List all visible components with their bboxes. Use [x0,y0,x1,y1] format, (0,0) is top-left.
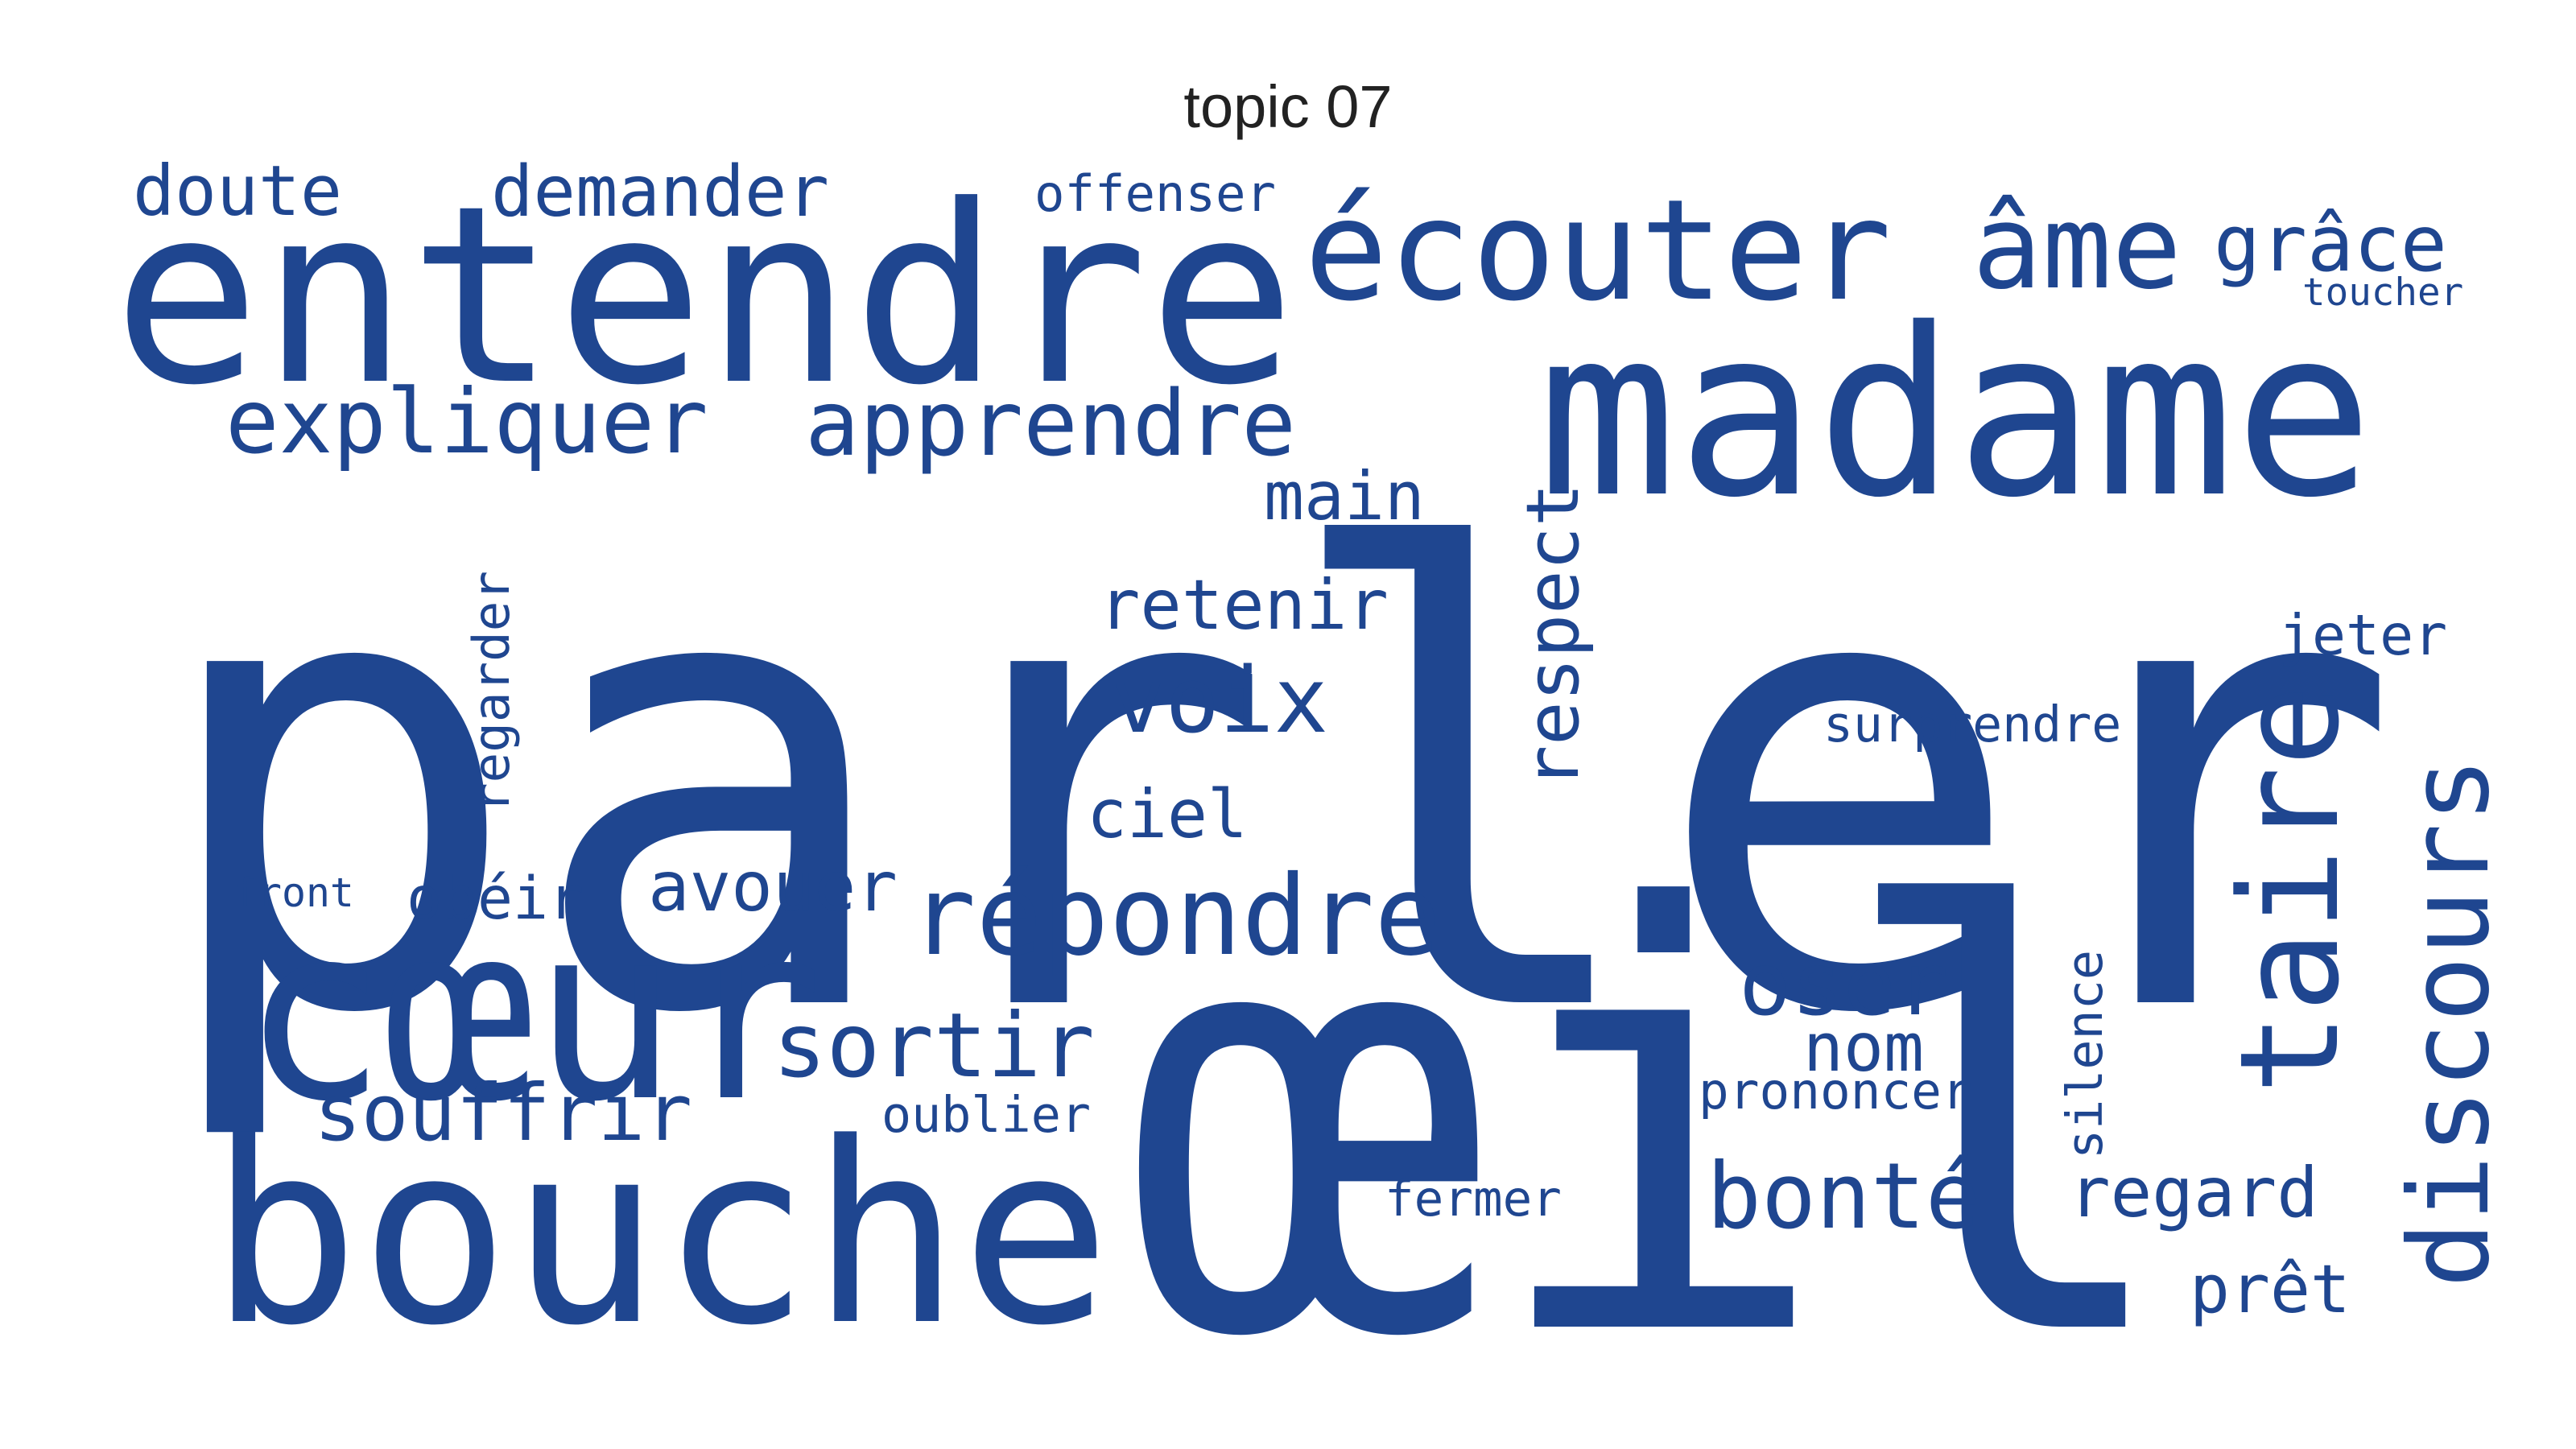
word-39: front [233,869,354,916]
word-0: parler [149,423,2403,1150]
word-30: surprendre [1823,696,2122,753]
word-26: avouer [648,847,898,927]
word-23: retenir [1099,566,1389,646]
word-21: souffrir [314,1067,693,1159]
word-11: âme [1972,180,2182,315]
chart-title: topic 07 [1183,73,1393,140]
word-29: regarder [462,570,521,813]
word-4: bouche [209,1090,1112,1381]
word-38: toucher [2302,270,2464,315]
word-10: apprendre [805,370,1297,477]
word-6: écouter [1304,169,1892,332]
word-2: madame [1538,279,2374,548]
word-20: doute [133,151,343,232]
word-37: silence [2056,950,2114,1159]
word-15: sortir [773,994,1095,1098]
word-13: bonté [1707,1143,1980,1249]
word-18: demander [491,151,829,233]
word-32: jeter [2278,603,2448,668]
word-14: voix [1111,649,1328,753]
word-36: oublier [881,1086,1091,1144]
word-22: respect [1511,482,1596,789]
word-9: discours [2386,757,2514,1288]
word-5: cœur [242,873,824,1154]
word-24: main [1264,457,1425,535]
word-33: obéir [407,865,584,933]
word-31: offenser [1034,164,1277,223]
word-34: prononcer [1699,1062,1972,1121]
word-19: regard [2069,1153,2318,1233]
word-16: grâce [2214,199,2447,289]
word-27: nom [1803,1009,1924,1087]
word-8: répondre [910,852,1441,980]
word-3: entendre [113,153,1296,439]
word-1: œil [1135,789,2182,1449]
word-12: expliquer [225,370,708,474]
word-7: taire [2211,684,2369,1095]
word-17: oser [1739,935,1949,1035]
word-25: ciel [1087,775,1248,853]
word-28: prêt [2190,1250,2351,1328]
word-35: fermer [1385,1170,1562,1228]
